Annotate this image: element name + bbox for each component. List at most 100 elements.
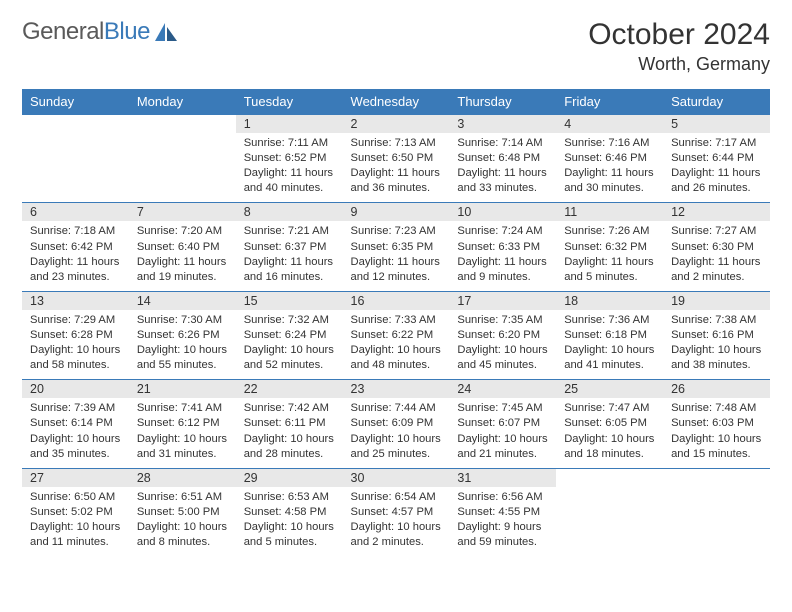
sunset-text: Sunset: 6:46 PM xyxy=(564,151,655,166)
sunrise-text: Sunrise: 7:14 AM xyxy=(457,136,548,151)
sunrise-text: Sunrise: 6:50 AM xyxy=(30,490,121,505)
day-details: Sunrise: 7:39 AMSunset: 6:14 PMDaylight:… xyxy=(22,398,129,468)
empty-cell xyxy=(22,133,129,203)
sunset-text: Sunset: 6:44 PM xyxy=(671,151,762,166)
day-number: 8 xyxy=(236,203,343,222)
daylight-text: Daylight: 10 hours and 31 minutes. xyxy=(137,432,228,462)
day-details: Sunrise: 7:35 AMSunset: 6:20 PMDaylight:… xyxy=(449,310,556,380)
sunset-text: Sunset: 6:40 PM xyxy=(137,240,228,255)
daylight-text: Daylight: 10 hours and 15 minutes. xyxy=(671,432,762,462)
empty-cell xyxy=(22,115,129,134)
daylight-text: Daylight: 10 hours and 5 minutes. xyxy=(244,520,335,550)
sunrise-text: Sunrise: 6:53 AM xyxy=(244,490,335,505)
empty-cell xyxy=(556,468,663,487)
day-number: 27 xyxy=(22,468,129,487)
day-details: Sunrise: 7:38 AMSunset: 6:16 PMDaylight:… xyxy=(663,310,770,380)
day-number: 3 xyxy=(449,115,556,134)
day-details: Sunrise: 6:51 AMSunset: 5:00 PMDaylight:… xyxy=(129,487,236,556)
day-details: Sunrise: 7:29 AMSunset: 6:28 PMDaylight:… xyxy=(22,310,129,380)
sunrise-text: Sunrise: 7:29 AM xyxy=(30,313,121,328)
sunrise-text: Sunrise: 7:41 AM xyxy=(137,401,228,416)
weekday-header: Friday xyxy=(556,89,663,115)
daylight-text: Daylight: 11 hours and 2 minutes. xyxy=(671,255,762,285)
sunset-text: Sunset: 6:09 PM xyxy=(351,416,442,431)
day-number-row: 12345 xyxy=(22,115,770,134)
sunrise-text: Sunrise: 6:56 AM xyxy=(457,490,548,505)
sunrise-text: Sunrise: 7:24 AM xyxy=(457,224,548,239)
day-details: Sunrise: 7:18 AMSunset: 6:42 PMDaylight:… xyxy=(22,221,129,291)
daylight-text: Daylight: 11 hours and 40 minutes. xyxy=(244,166,335,196)
day-number: 26 xyxy=(663,380,770,399)
day-details: Sunrise: 7:41 AMSunset: 6:12 PMDaylight:… xyxy=(129,398,236,468)
daylight-text: Daylight: 10 hours and 8 minutes. xyxy=(137,520,228,550)
brand-logo: GeneralBlue xyxy=(22,18,179,46)
sunrise-text: Sunrise: 7:33 AM xyxy=(351,313,442,328)
sunrise-text: Sunrise: 7:32 AM xyxy=(244,313,335,328)
sunset-text: Sunset: 6:37 PM xyxy=(244,240,335,255)
brand-part1: General xyxy=(22,18,104,46)
sunrise-text: Sunrise: 7:17 AM xyxy=(671,136,762,151)
calendar-table: SundayMondayTuesdayWednesdayThursdayFrid… xyxy=(22,89,770,556)
day-number: 16 xyxy=(343,291,450,310)
weekday-header: Sunday xyxy=(22,89,129,115)
sunrise-text: Sunrise: 7:44 AM xyxy=(351,401,442,416)
weekday-header: Thursday xyxy=(449,89,556,115)
day-number: 14 xyxy=(129,291,236,310)
sunset-text: Sunset: 4:55 PM xyxy=(457,505,548,520)
sunset-text: Sunset: 6:28 PM xyxy=(30,328,121,343)
day-number: 13 xyxy=(22,291,129,310)
empty-cell xyxy=(663,487,770,556)
daylight-text: Daylight: 10 hours and 41 minutes. xyxy=(564,343,655,373)
daylight-text: Daylight: 11 hours and 5 minutes. xyxy=(564,255,655,285)
sunset-text: Sunset: 6:48 PM xyxy=(457,151,548,166)
day-details: Sunrise: 7:16 AMSunset: 6:46 PMDaylight:… xyxy=(556,133,663,203)
day-details: Sunrise: 6:53 AMSunset: 4:58 PMDaylight:… xyxy=(236,487,343,556)
day-details: Sunrise: 7:26 AMSunset: 6:32 PMDaylight:… xyxy=(556,221,663,291)
day-number: 28 xyxy=(129,468,236,487)
day-number-row: 2728293031 xyxy=(22,468,770,487)
sunset-text: Sunset: 6:03 PM xyxy=(671,416,762,431)
day-number: 20 xyxy=(22,380,129,399)
day-details: Sunrise: 7:21 AMSunset: 6:37 PMDaylight:… xyxy=(236,221,343,291)
day-number: 23 xyxy=(343,380,450,399)
weekday-header: Monday xyxy=(129,89,236,115)
daylight-text: Daylight: 10 hours and 25 minutes. xyxy=(351,432,442,462)
sunset-text: Sunset: 6:33 PM xyxy=(457,240,548,255)
day-number: 6 xyxy=(22,203,129,222)
day-detail-row: Sunrise: 6:50 AMSunset: 5:02 PMDaylight:… xyxy=(22,487,770,556)
location-label: Worth, Germany xyxy=(588,54,770,75)
daylight-text: Daylight: 11 hours and 26 minutes. xyxy=(671,166,762,196)
sunrise-text: Sunrise: 7:23 AM xyxy=(351,224,442,239)
sunrise-text: Sunrise: 6:51 AM xyxy=(137,490,228,505)
day-number: 17 xyxy=(449,291,556,310)
day-number: 19 xyxy=(663,291,770,310)
sunset-text: Sunset: 6:26 PM xyxy=(137,328,228,343)
day-number: 31 xyxy=(449,468,556,487)
empty-cell xyxy=(129,133,236,203)
sunrise-text: Sunrise: 7:20 AM xyxy=(137,224,228,239)
calendar-head: SundayMondayTuesdayWednesdayThursdayFrid… xyxy=(22,89,770,115)
weekday-header: Wednesday xyxy=(343,89,450,115)
daylight-text: Daylight: 10 hours and 11 minutes. xyxy=(30,520,121,550)
sunset-text: Sunset: 6:14 PM xyxy=(30,416,121,431)
sunset-text: Sunset: 6:20 PM xyxy=(457,328,548,343)
day-number: 30 xyxy=(343,468,450,487)
daylight-text: Daylight: 10 hours and 48 minutes. xyxy=(351,343,442,373)
daylight-text: Daylight: 11 hours and 19 minutes. xyxy=(137,255,228,285)
daylight-text: Daylight: 10 hours and 38 minutes. xyxy=(671,343,762,373)
sunset-text: Sunset: 6:35 PM xyxy=(351,240,442,255)
sunrise-text: Sunrise: 7:11 AM xyxy=(244,136,335,151)
sunrise-text: Sunrise: 7:18 AM xyxy=(30,224,121,239)
day-number-row: 6789101112 xyxy=(22,203,770,222)
day-details: Sunrise: 7:48 AMSunset: 6:03 PMDaylight:… xyxy=(663,398,770,468)
daylight-text: Daylight: 9 hours and 59 minutes. xyxy=(457,520,548,550)
day-details: Sunrise: 7:33 AMSunset: 6:22 PMDaylight:… xyxy=(343,310,450,380)
daylight-text: Daylight: 10 hours and 18 minutes. xyxy=(564,432,655,462)
daylight-text: Daylight: 11 hours and 30 minutes. xyxy=(564,166,655,196)
day-details: Sunrise: 7:17 AMSunset: 6:44 PMDaylight:… xyxy=(663,133,770,203)
sunrise-text: Sunrise: 7:45 AM xyxy=(457,401,548,416)
daylight-text: Daylight: 10 hours and 55 minutes. xyxy=(137,343,228,373)
sunrise-text: Sunrise: 7:35 AM xyxy=(457,313,548,328)
sunset-text: Sunset: 4:58 PM xyxy=(244,505,335,520)
sunset-text: Sunset: 6:07 PM xyxy=(457,416,548,431)
